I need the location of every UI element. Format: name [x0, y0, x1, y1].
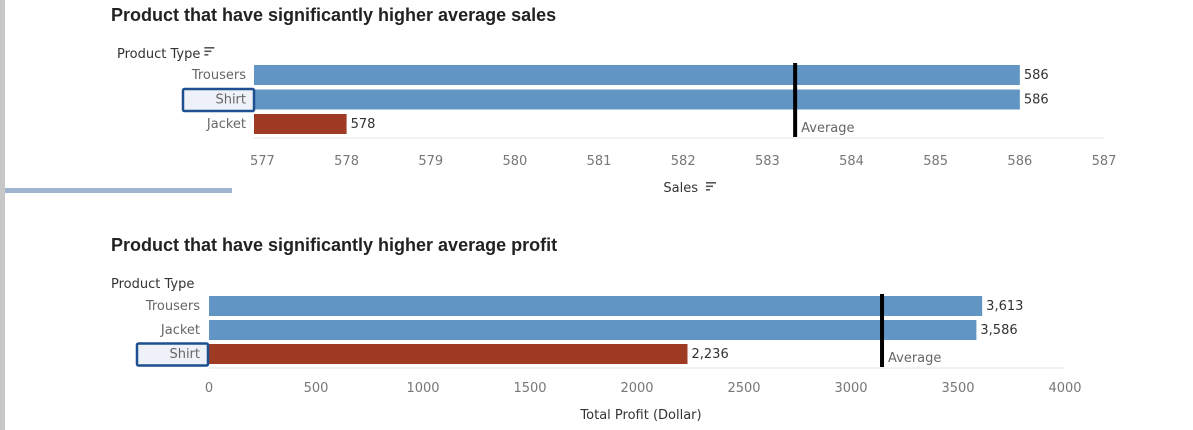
profit-xaxis-title: Total Profit (Dollar): [579, 408, 701, 423]
sales-value-label: 586: [1024, 93, 1049, 108]
profit-xtick-label: 1500: [513, 381, 546, 396]
sales-bar-shirt[interactable]: [254, 89, 1020, 110]
profit-xtick-label: 3500: [941, 381, 974, 396]
sales-yaxis-title: Product Type: [117, 47, 200, 62]
profit-value-label: 2,236: [692, 347, 729, 362]
sales-category-label[interactable]: Trousers: [191, 68, 246, 83]
window-left-edge: [0, 0, 5, 430]
section-divider: [5, 188, 232, 193]
sales-xaxis-sort-icon[interactable]: [706, 182, 716, 191]
sales-average-label: Average: [801, 121, 854, 136]
sales-xtick-label: 578: [334, 154, 359, 169]
profit-xtick-label: 0: [205, 381, 213, 396]
sales-xtick-label: 587: [1092, 154, 1117, 169]
sales-bar-trousers[interactable]: [254, 65, 1020, 85]
profit-xtick-label: 500: [304, 381, 329, 396]
sales-xtick-label: 586: [1007, 154, 1032, 169]
profit-xtick-label: 1000: [406, 381, 439, 396]
sales-selected-label-box[interactable]: [181, 87, 256, 113]
sales-xaxis-title: Sales: [663, 181, 698, 196]
sales-xtick-label: 583: [755, 154, 780, 169]
sales-category-label[interactable]: Shirt: [215, 93, 246, 108]
sales-value-label: 578: [351, 117, 376, 132]
sales-yaxis-sort-icon[interactable]: [204, 47, 215, 56]
sales-xtick-label: 580: [502, 154, 527, 169]
profit-category-label[interactable]: Shirt: [169, 347, 200, 362]
profit-average-label: Average: [888, 351, 941, 366]
sales-xtick-label: 584: [839, 154, 864, 169]
profit-category-label[interactable]: Trousers: [145, 299, 200, 314]
profit-xtick-label: 3000: [834, 381, 867, 396]
profit-yaxis-title: Product Type: [111, 277, 194, 292]
profit-chart-title: Product that have significantly higher a…: [111, 235, 558, 255]
sales-xtick-label: 579: [418, 154, 443, 169]
profit-xtick-label: 2000: [620, 381, 653, 396]
profit-selected-label-box[interactable]: [135, 342, 210, 367]
profit-xtick-label: 2500: [727, 381, 760, 396]
profit-value-label: 3,613: [986, 299, 1023, 314]
profit-xtick-label: 4000: [1048, 381, 1081, 396]
sales-xtick-label: 577: [250, 154, 275, 169]
sales-chart-title: Product that have significantly higher a…: [111, 5, 557, 25]
profit-category-label[interactable]: Jacket: [160, 323, 200, 338]
sales-category-label[interactable]: Jacket: [206, 117, 246, 132]
sales-bar-jacket[interactable]: [254, 114, 347, 134]
profit-bar-shirt[interactable]: [209, 344, 688, 364]
profit-bar-trousers[interactable]: [209, 296, 983, 316]
sales-xtick-label: 585: [923, 154, 948, 169]
sales-xtick-label: 581: [587, 154, 612, 169]
profit-bar-jacket[interactable]: [209, 320, 977, 340]
sales-value-label: 586: [1024, 68, 1049, 83]
profit-value-label: 3,586: [980, 323, 1017, 338]
sales-xtick-label: 582: [671, 154, 696, 169]
